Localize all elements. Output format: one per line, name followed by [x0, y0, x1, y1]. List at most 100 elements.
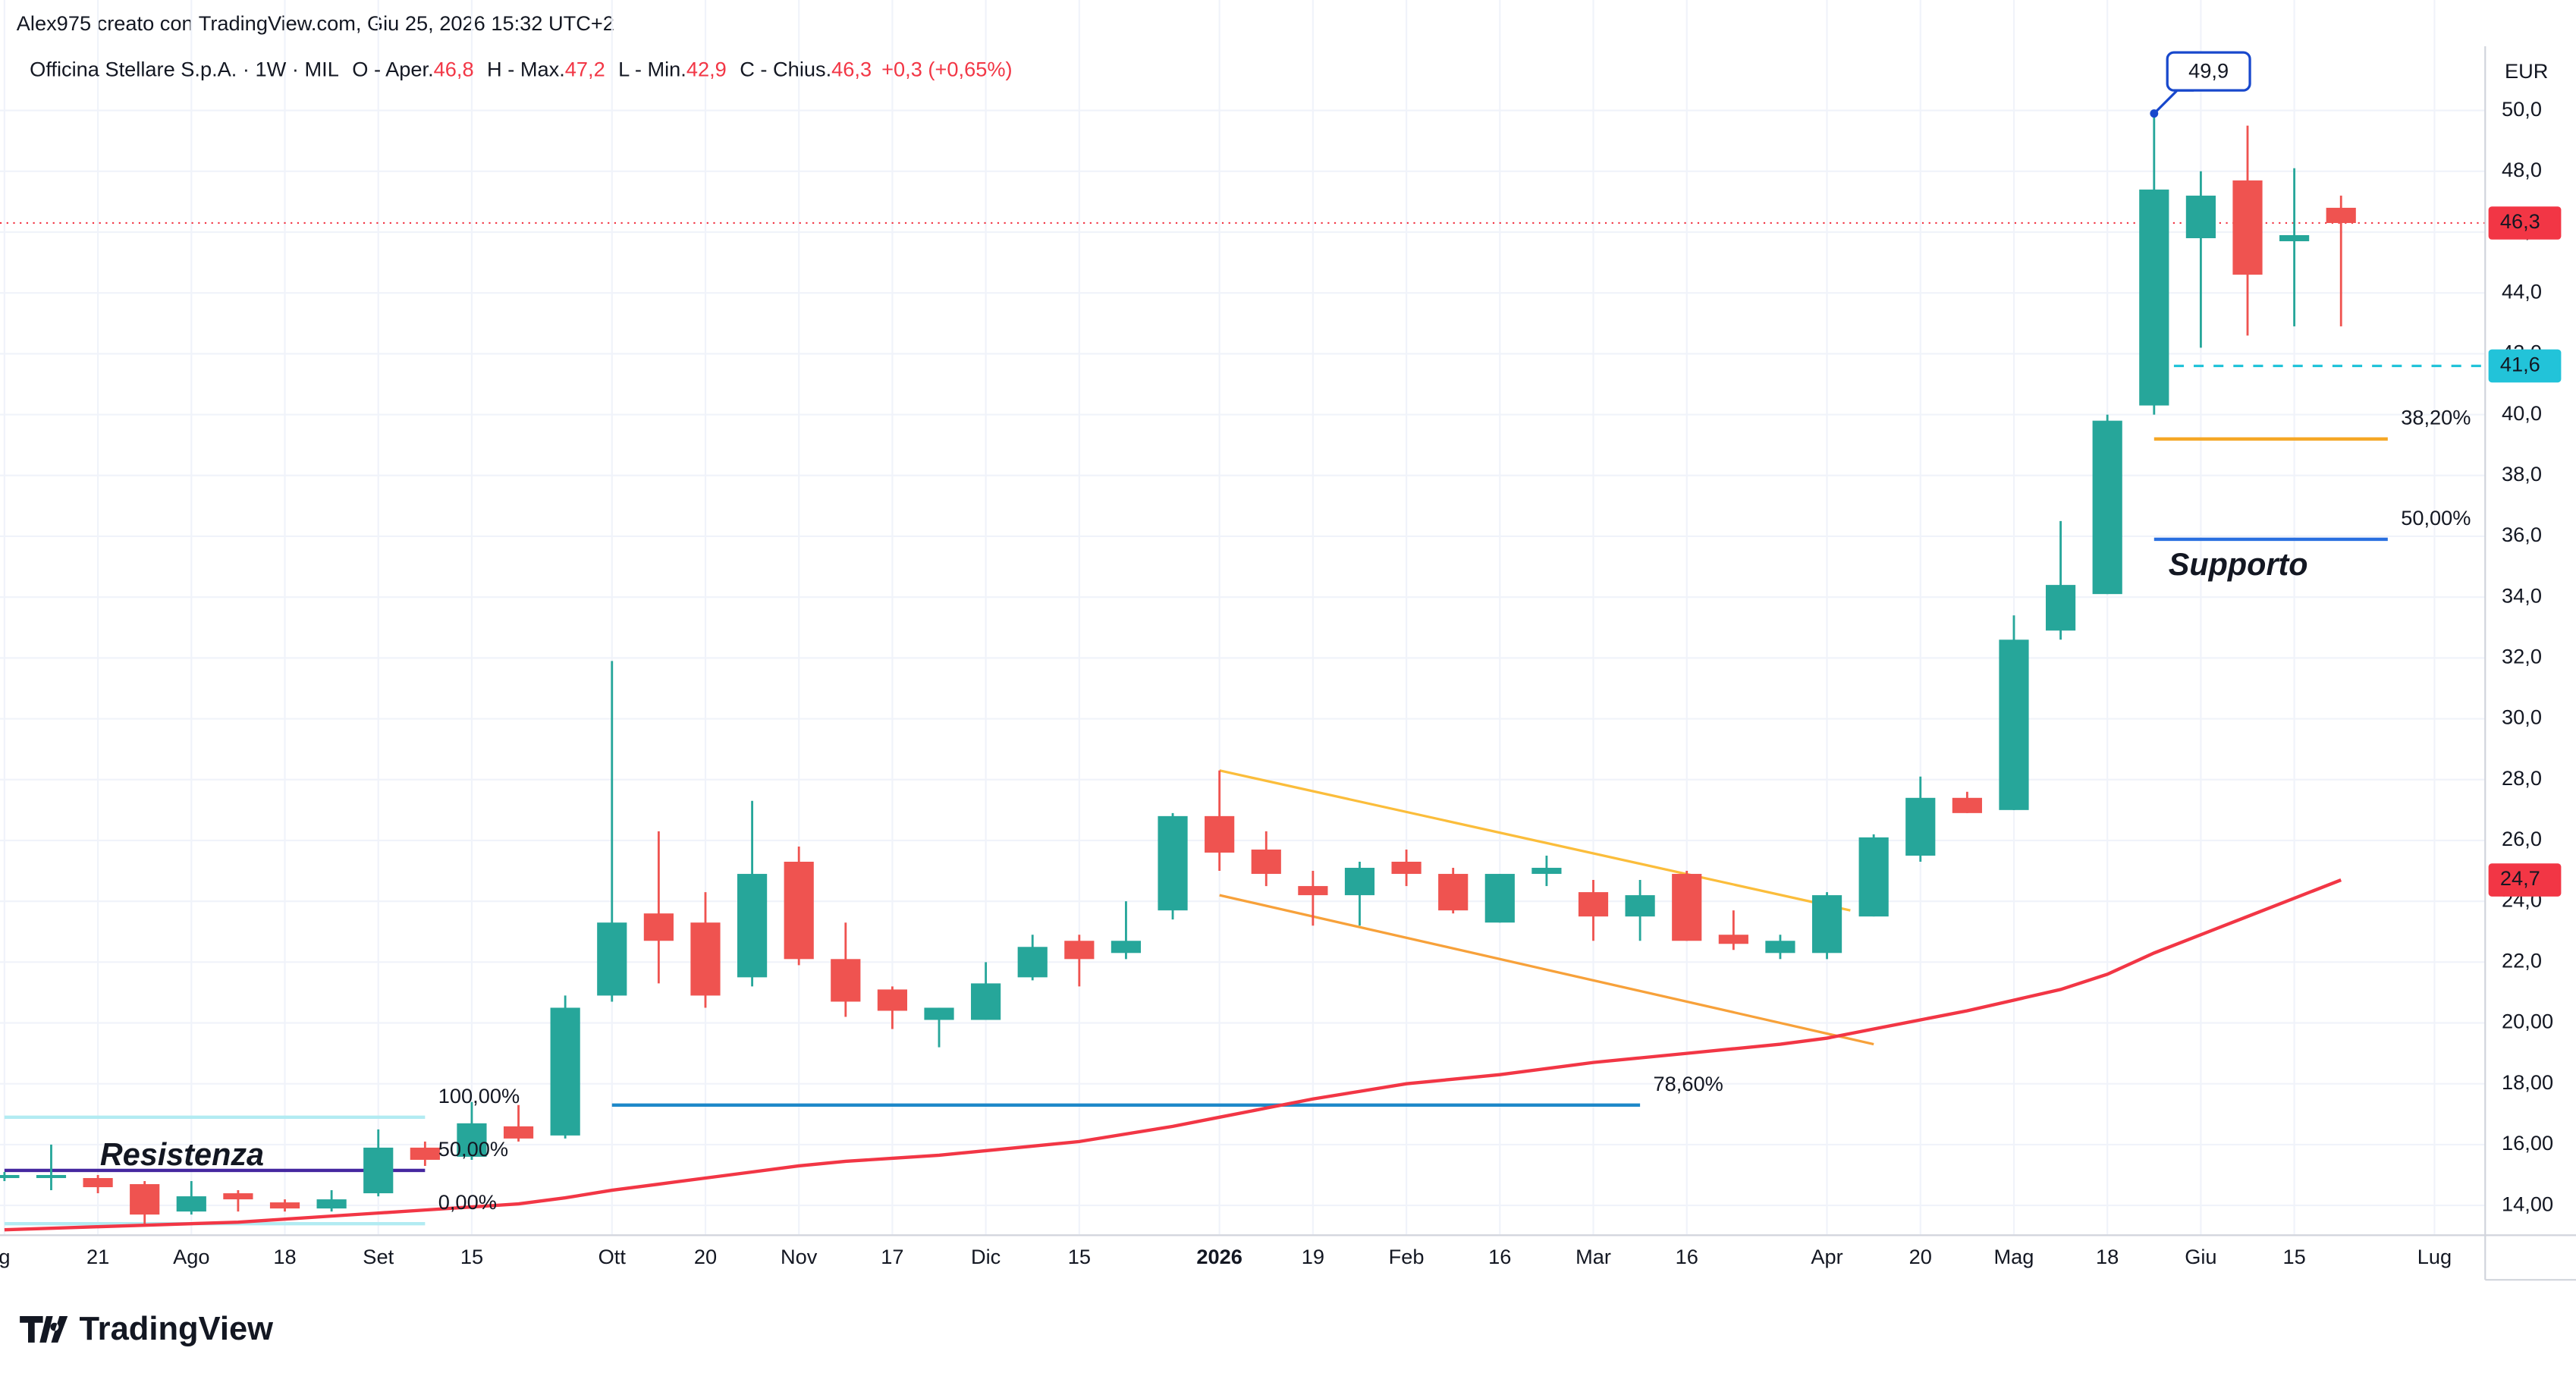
level-label: 38,20% [2401, 406, 2471, 429]
x-tick-label: 15 [1068, 1245, 1091, 1268]
candle-body [1484, 874, 1515, 923]
x-tick-label: Nov [781, 1245, 818, 1268]
ohlc-label: O - Aper. [352, 58, 433, 81]
ohlc-value: 46,3 [831, 58, 872, 81]
ohlc-label: L - Min. [618, 58, 686, 81]
x-tick-label: 16 [1676, 1245, 1698, 1268]
ohlc-value: 46,8 [434, 58, 474, 81]
candle-body [2279, 235, 2310, 242]
candle-body [457, 1123, 487, 1157]
y-tick-label: 36,0 [2502, 523, 2542, 546]
x-tick-label: 20 [694, 1245, 717, 1268]
candle-body [1391, 862, 1422, 875]
candle-body [176, 1196, 206, 1212]
candle-body [1298, 886, 1328, 896]
callout-box [2166, 51, 2251, 92]
annotation: Supporto [2169, 547, 2308, 582]
candle-body [1672, 874, 1702, 941]
candle-body [971, 983, 1001, 1020]
candle-body [1064, 941, 1095, 960]
candle-body [130, 1184, 160, 1215]
x-tick-label: Feb [1389, 1245, 1425, 1268]
ohlc-label: H - Max. [487, 58, 565, 81]
candle-body [1952, 797, 1982, 813]
y-tick-label: 28,0 [2502, 766, 2542, 790]
callout-label: 49,9 [2188, 58, 2229, 82]
plot-area: 100,00% 50,00% 0,00% 78,60% 38,20% 50,00% Resi… [0, 0, 2486, 1236]
candle-body [1811, 895, 1842, 954]
y-tick-label: 22,0 [2502, 949, 2542, 972]
ohlc-value: 47,2 [565, 58, 605, 81]
y-tick-label: 38,0 [2502, 462, 2542, 485]
legend: Officina Stellare S.p.A. · 1W · MIL O - A… [30, 58, 1012, 81]
candle-body [0, 1174, 20, 1179]
x-tick-label: 15 [460, 1245, 483, 1268]
x-tick-label: 2026 [1196, 1245, 1242, 1268]
candle-body [2045, 585, 2076, 631]
candle-body [1017, 947, 1048, 978]
trendline [1219, 894, 1874, 1046]
price-box [2488, 206, 2562, 240]
level-label: 100,00% [438, 1084, 520, 1108]
candle-body [1531, 868, 1562, 875]
price-label: 41,6 [2500, 353, 2540, 376]
x-tick-label: Apr [1811, 1245, 1842, 1268]
candle-body [737, 874, 768, 978]
candle-body [2139, 189, 2169, 406]
x-tick-label: g [0, 1245, 10, 1268]
y-tick-label: 30,0 [2502, 705, 2542, 729]
candle-body [1205, 815, 1235, 853]
candle-body [550, 1007, 580, 1136]
candle-body [2092, 420, 2122, 595]
credit: Alex975 creato con TradingView.com, Giu … [17, 11, 614, 35]
candle-body [1578, 892, 1609, 917]
x-tick-label: 18 [2096, 1245, 2119, 1268]
ohlc-label: C - Chius. [740, 58, 831, 81]
x-tick-label: 15 [2282, 1245, 2305, 1268]
x-tick-label: Ott [598, 1245, 627, 1268]
candle-body [1905, 797, 1936, 856]
x-tick-label: 21 [86, 1245, 109, 1268]
candle-body [1438, 874, 1469, 911]
candle-body [1718, 935, 1748, 944]
price-label: 24,7 [2500, 866, 2540, 890]
x-tick-label: Mag [1994, 1245, 2034, 1268]
candle-body [1858, 837, 1889, 917]
y-tick-label: 20,00 [2502, 1010, 2553, 1033]
level-label: 50,00% [438, 1137, 508, 1161]
candle-body [410, 1147, 440, 1160]
y-tick-label: 34,0 [2502, 583, 2542, 607]
x-tick-label: 20 [1909, 1245, 1932, 1268]
x-tick-label: 16 [1488, 1245, 1511, 1268]
y-tick-label: 48,0 [2502, 158, 2542, 181]
candle-body [690, 922, 721, 996]
candle-body [1344, 868, 1375, 896]
logo: TradingView [20, 1311, 273, 1347]
candle-body [1765, 941, 1795, 954]
y-tick-label: 32,0 [2502, 645, 2542, 668]
price-label: 46,3 [2500, 209, 2540, 233]
level-label: 0,00% [438, 1190, 497, 1214]
moving-average [4, 878, 2342, 1232]
candle-body [1999, 639, 2029, 810]
x-tick-label: 17 [881, 1245, 903, 1268]
candle-body [877, 989, 908, 1011]
y-tick-label: 50,0 [2502, 97, 2542, 121]
candle-body [784, 862, 814, 960]
ohlc-value: 42,9 [686, 58, 727, 81]
candle-body [831, 959, 861, 1002]
y-tick-label: 16,00 [2502, 1131, 2553, 1155]
trendline [1219, 769, 1851, 912]
x-tick-label: Dic [971, 1245, 1001, 1268]
y-tick-label: 40,0 [2502, 401, 2542, 425]
level-label: 78,60% [1654, 1072, 1723, 1095]
plot: 100,00% 50,00% 0,00% 78,60% 38,20% 50,00% Resi… [0, 0, 2486, 1236]
candle-body [2232, 180, 2263, 275]
level-label: 50,00% [2401, 506, 2471, 529]
candle-body [597, 922, 627, 996]
annotation: Resistenza [100, 1137, 264, 1172]
x-tick-label: Lug [2417, 1245, 2452, 1268]
price-box [2488, 863, 2562, 897]
